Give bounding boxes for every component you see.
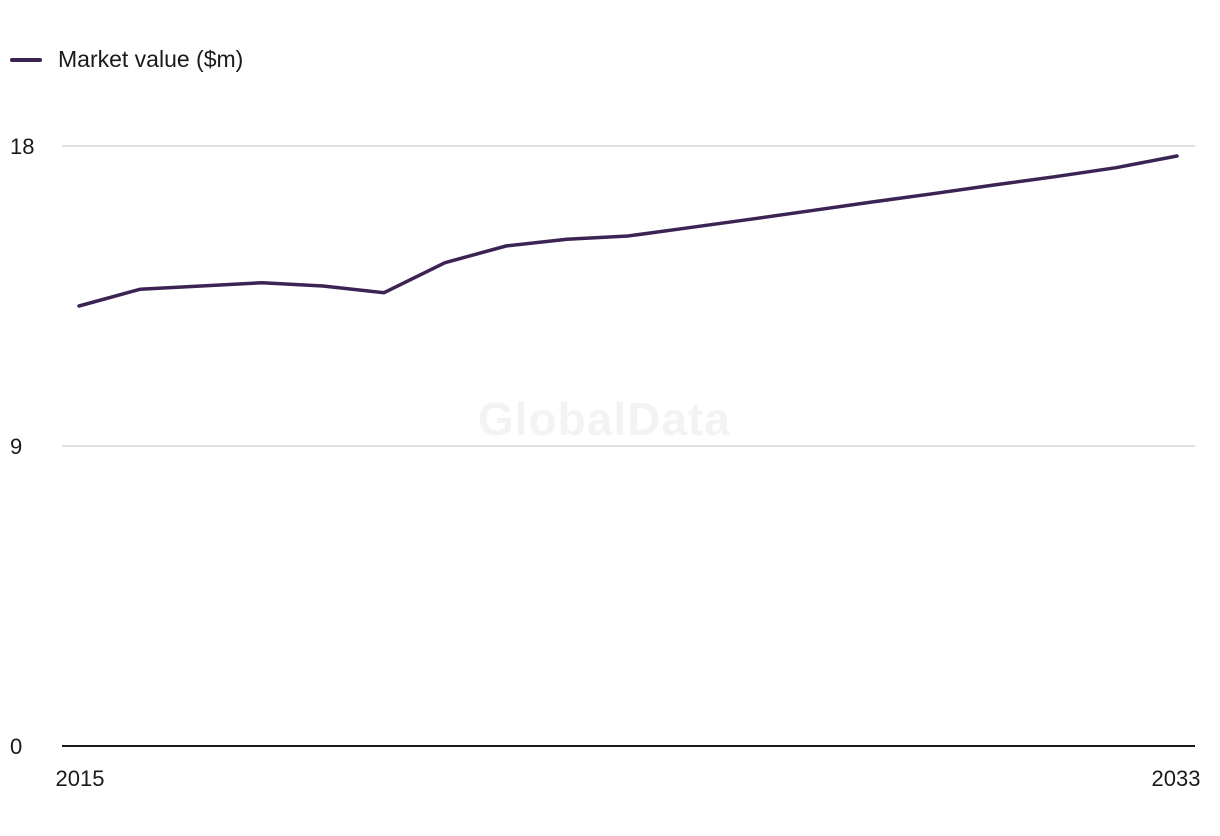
- legend-label: Market value ($m): [58, 46, 244, 72]
- watermark: GlobalData: [478, 393, 731, 445]
- x-tick-label: 2015: [56, 766, 105, 791]
- y-tick-label: 0: [10, 734, 22, 759]
- legend-swatch: [10, 57, 42, 62]
- y-tick-label: 9: [10, 434, 22, 459]
- y-tick-label: 18: [10, 134, 34, 159]
- legend: Market value ($m): [10, 46, 243, 73]
- series-line: [77, 154, 1179, 308]
- x-tick-label: 2033: [1152, 766, 1201, 791]
